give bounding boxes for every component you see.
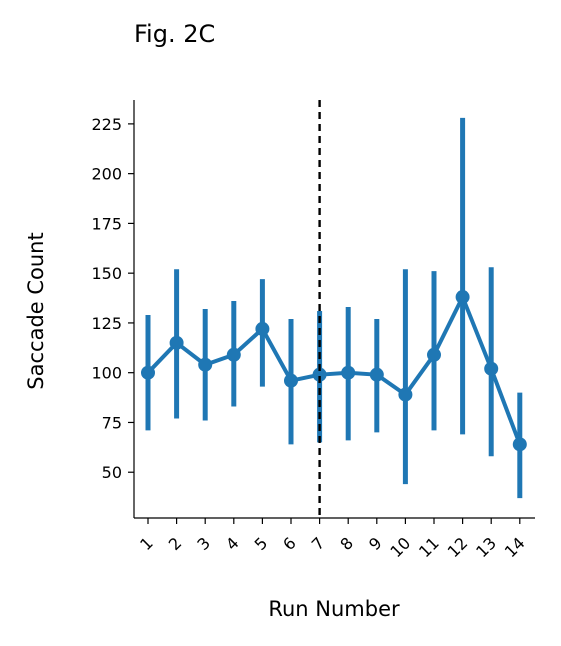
y-tick-label: 125 — [91, 314, 122, 333]
x-tick-label: 9 — [365, 533, 386, 554]
chart-title: Fig. 2C — [134, 20, 216, 48]
x-tick-label: 6 — [279, 533, 300, 554]
data-point — [369, 367, 384, 382]
y-ticks: 50 75 100 125 150 175 200 225 — [91, 115, 134, 482]
x-axis-label: Run Number — [268, 597, 400, 621]
y-tick-label: 150 — [91, 264, 122, 283]
x-tick-label: 7 — [308, 533, 329, 554]
y-axis-label: Saccade Count — [24, 232, 48, 389]
x-tick-label: 3 — [193, 533, 214, 554]
x-tick-label: 1 — [136, 533, 157, 554]
data-point — [512, 437, 527, 452]
x-tick-label: 11 — [415, 533, 443, 561]
x-tick-label: 13 — [472, 533, 500, 561]
data-point — [455, 290, 470, 305]
data-point — [284, 373, 298, 388]
data-point — [398, 387, 413, 402]
data-point — [484, 361, 499, 376]
y-tick-label: 100 — [91, 364, 122, 383]
x-tick-label: 4 — [222, 533, 243, 554]
y-tick-label: 50 — [102, 463, 122, 482]
x-tick-label: 5 — [251, 533, 272, 554]
y-tick-label: 75 — [102, 413, 122, 432]
error-bars — [145, 117, 523, 499]
data-point — [427, 347, 441, 362]
x-tick-label: 10 — [386, 533, 414, 561]
x-ticks: 1 2 3 4 5 6 7 8 9 10 11 12 13 14 — [136, 518, 529, 561]
data-point — [226, 347, 241, 362]
x-tick-label: 14 — [501, 533, 529, 561]
data-point — [255, 321, 270, 336]
x-tick-label: 8 — [336, 533, 357, 554]
data-point — [312, 367, 327, 382]
data-point — [141, 365, 155, 380]
data-point — [341, 365, 356, 380]
data-points — [141, 290, 527, 452]
y-tick-label: 175 — [91, 214, 122, 233]
y-tick-label: 200 — [91, 165, 122, 184]
y-tick-label: 225 — [91, 115, 122, 134]
x-tick-label: 2 — [165, 533, 186, 554]
data-point — [169, 335, 184, 350]
x-tick-label: 12 — [444, 533, 472, 561]
axes — [133, 100, 535, 519]
data-point — [198, 357, 213, 372]
